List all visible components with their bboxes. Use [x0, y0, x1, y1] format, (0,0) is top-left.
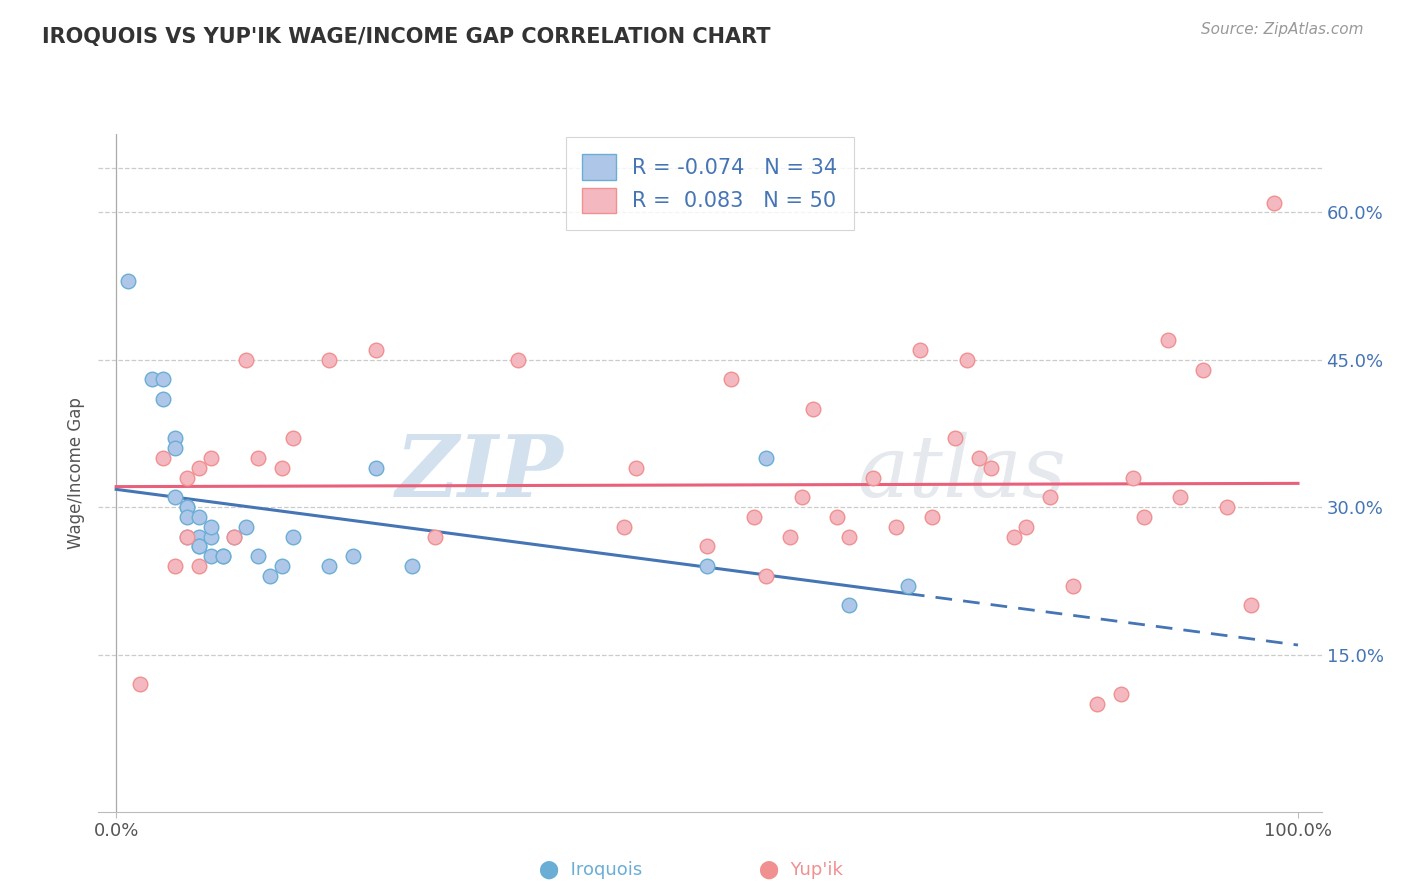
Point	[967, 450, 990, 465]
Point	[908, 343, 931, 357]
Point	[318, 352, 340, 367]
Point	[980, 460, 1002, 475]
Point	[165, 559, 187, 574]
Point	[838, 599, 860, 613]
Point	[825, 510, 848, 524]
Point	[342, 549, 364, 564]
Point	[152, 372, 174, 386]
Point	[187, 540, 209, 554]
Point	[803, 401, 825, 416]
Text: ⬤  Iroquois: ⬤ Iroquois	[538, 860, 643, 879]
Point	[755, 569, 778, 583]
Point	[211, 549, 233, 564]
Point	[1062, 579, 1084, 593]
Point	[921, 510, 943, 524]
Text: ⬤  Yup'ik: ⬤ Yup'ik	[759, 860, 844, 879]
Text: Source: ZipAtlas.com: Source: ZipAtlas.com	[1201, 22, 1364, 37]
Point	[259, 569, 281, 583]
Text: atlas: atlas	[856, 432, 1066, 514]
Point	[283, 530, 305, 544]
Point	[1192, 362, 1215, 376]
Point	[366, 343, 388, 357]
Point	[187, 460, 209, 475]
Point	[1002, 530, 1025, 544]
Point	[176, 471, 198, 485]
Point	[790, 491, 813, 505]
Point	[884, 520, 907, 534]
Point	[235, 352, 257, 367]
Point	[1168, 491, 1191, 505]
Point	[1240, 599, 1263, 613]
Point	[235, 520, 257, 534]
Point	[270, 460, 292, 475]
Legend: R = -0.074   N = 34, R =  0.083   N = 50: R = -0.074 N = 34, R = 0.083 N = 50	[565, 137, 855, 230]
Point	[755, 450, 778, 465]
Point	[128, 677, 150, 691]
Text: ZIP: ZIP	[395, 431, 564, 515]
Point	[200, 450, 222, 465]
Point	[176, 530, 198, 544]
Point	[152, 450, 174, 465]
Point	[1216, 500, 1239, 515]
Point	[779, 530, 801, 544]
Point	[270, 559, 292, 574]
Point	[1133, 510, 1156, 524]
Point	[862, 471, 884, 485]
Point	[200, 530, 222, 544]
Point	[943, 431, 966, 445]
Point	[1263, 195, 1285, 210]
Point	[401, 559, 423, 574]
Point	[425, 530, 447, 544]
Point	[187, 559, 209, 574]
Point	[1085, 697, 1108, 711]
Point	[613, 520, 636, 534]
Point	[187, 510, 209, 524]
Point	[506, 352, 529, 367]
Point	[318, 559, 340, 574]
Point	[246, 549, 269, 564]
Point	[720, 372, 742, 386]
Point	[1015, 520, 1038, 534]
Point	[200, 520, 222, 534]
Point	[187, 530, 209, 544]
Point	[838, 530, 860, 544]
Point	[152, 392, 174, 406]
Point	[211, 549, 233, 564]
Point	[624, 460, 647, 475]
Point	[141, 372, 163, 386]
Point	[744, 510, 766, 524]
Point	[366, 460, 388, 475]
Point	[224, 530, 246, 544]
Point	[1157, 333, 1180, 347]
Point	[176, 500, 198, 515]
Point	[176, 530, 198, 544]
Point	[1122, 471, 1144, 485]
Point	[1039, 491, 1062, 505]
Point	[165, 431, 187, 445]
Point	[165, 441, 187, 455]
Point	[165, 491, 187, 505]
Point	[224, 530, 246, 544]
Point	[176, 510, 198, 524]
Y-axis label: Wage/Income Gap: Wage/Income Gap	[67, 397, 86, 549]
Point	[246, 450, 269, 465]
Point	[187, 540, 209, 554]
Point	[200, 549, 222, 564]
Point	[1109, 687, 1132, 701]
Point	[176, 500, 198, 515]
Point	[956, 352, 979, 367]
Point	[897, 579, 920, 593]
Point	[117, 274, 139, 288]
Point	[283, 431, 305, 445]
Point	[696, 540, 718, 554]
Point	[696, 559, 718, 574]
Text: IROQUOIS VS YUP'IK WAGE/INCOME GAP CORRELATION CHART: IROQUOIS VS YUP'IK WAGE/INCOME GAP CORRE…	[42, 27, 770, 46]
